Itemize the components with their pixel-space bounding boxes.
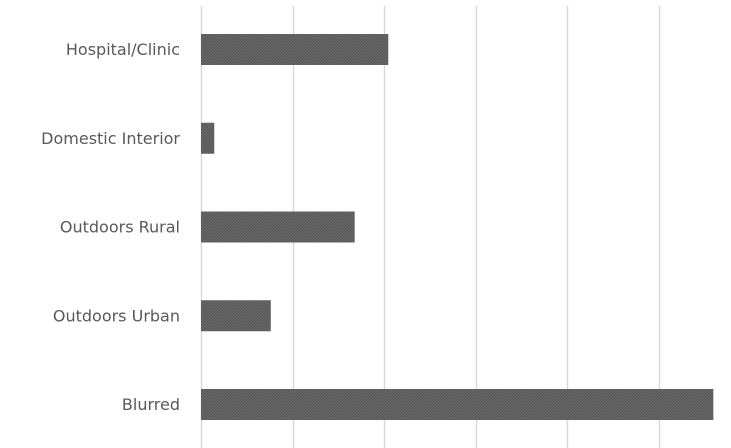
bars — [201, 34, 714, 420]
bar-outdoors-urban — [201, 300, 271, 332]
category-label-outdoors-urban: Outdoors Urban — [53, 306, 180, 325]
category-label-outdoors-rural: Outdoors Rural — [60, 218, 180, 237]
bar-hospital-clinic — [201, 34, 389, 65]
gridlines — [200, 6, 661, 448]
category-labels: Hospital/Clinic Domestic Interior Outdoors… — [41, 40, 180, 414]
category-label-hospital-clinic: Hospital/Clinic — [66, 40, 180, 59]
bar-outdoors-rural — [201, 211, 355, 243]
category-label-domestic-interior: Domestic Interior — [41, 129, 180, 148]
category-label-blurred: Blurred — [122, 395, 180, 414]
bar-blurred — [201, 389, 714, 420]
bar-domestic-interior — [201, 122, 215, 154]
